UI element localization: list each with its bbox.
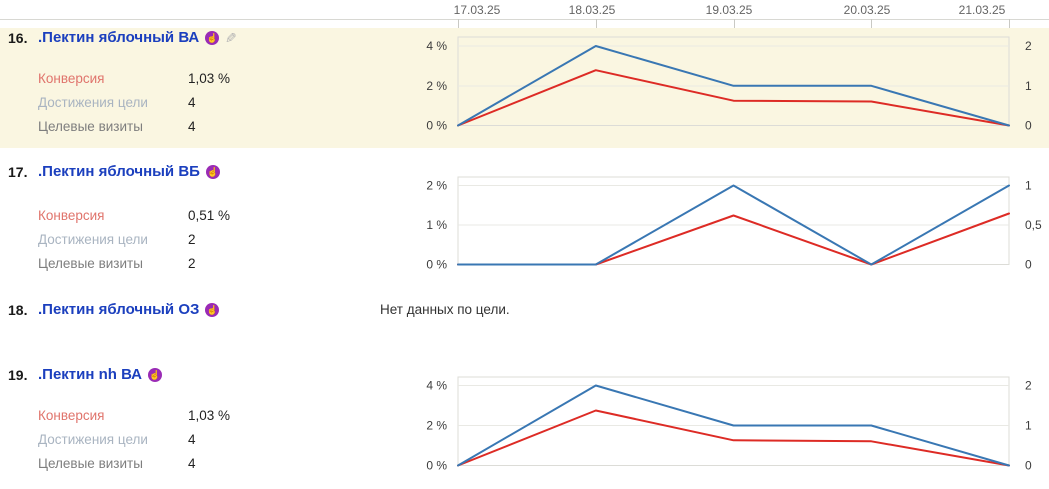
retargeting-badge-icon: ☝ <box>205 164 220 179</box>
goal-row-number: 18. <box>8 301 28 318</box>
goal-trend-chart: 4 % 2 % 0 % 2 1 0 <box>426 376 1032 473</box>
goal-trend-chart: 2 % 1 % 0 % 1 0,5 0 <box>426 176 1042 272</box>
no-goal-data-text: Нет данных по цели. <box>380 302 510 317</box>
goal-metrics: Конверсия 1,03 % Достижения цели 4 Целев… <box>38 66 230 138</box>
goal-visits-value: 4 <box>188 118 196 134</box>
svg-text:0: 0 <box>1025 119 1032 133</box>
axis-tick <box>871 19 873 28</box>
axis-tick <box>458 19 459 28</box>
conversion-value: 0,51 % <box>188 207 231 223</box>
svg-text:4 %: 4 % <box>426 379 447 393</box>
retargeting-badge-icon: ☝ <box>205 302 220 317</box>
goal-reaches-label: Достижения цели <box>38 231 148 247</box>
conversion-label: Конверсия <box>38 207 105 223</box>
date-tick-label: 21.03.25 <box>958 3 1006 17</box>
goal-row: 16. .Пектин яблочный ВА ☝ ✎ Конверсия 1,… <box>0 28 1049 148</box>
goal-reaches-value: 4 <box>188 94 196 110</box>
svg-text:2 %: 2 % <box>426 179 447 193</box>
date-tick-label: 20.03.25 <box>843 3 891 17</box>
svg-text:2 %: 2 % <box>426 79 447 93</box>
svg-text:1: 1 <box>1025 179 1032 193</box>
goal-visits-value: 2 <box>188 255 196 271</box>
svg-text:0 %: 0 % <box>426 119 447 133</box>
svg-text:0: 0 <box>1025 459 1032 473</box>
conversion-value: 1,03 % <box>188 407 231 423</box>
date-tick-label: 19.03.25 <box>705 3 753 17</box>
date-tick-label: 17.03.25 <box>453 3 501 17</box>
svg-text:0: 0 <box>1025 258 1032 272</box>
goal-reaches-label: Достижения цели <box>38 431 148 447</box>
svg-text:4 %: 4 % <box>426 39 447 53</box>
svg-text:2 %: 2 % <box>426 419 447 433</box>
date-tick-label: 18.03.25 <box>568 3 616 17</box>
goal-title-link[interactable]: .Пектин nh ВА <box>38 366 143 383</box>
svg-text:0 %: 0 % <box>426 258 447 272</box>
axis-tick <box>1009 19 1010 28</box>
goal-reaches-label: Достижения цели <box>38 94 148 110</box>
conversion-value: 1,03 % <box>188 70 231 86</box>
goal-row: 18. .Пектин яблочный ОЗ ☝ Нет данных по … <box>0 295 1049 355</box>
goal-metrics: Конверсия 0,51 % Достижения цели 2 Целев… <box>38 203 230 275</box>
goal-visits-label: Целевые визиты <box>38 118 143 134</box>
goal-trend-chart: 4 % 2 % 0 % 2 1 0 <box>426 36 1032 133</box>
goal-visits-value: 4 <box>188 455 196 471</box>
date-axis: 17.03.25 18.03.25 19.03.25 20.03.25 21.03.25 <box>0 0 1049 20</box>
goal-reaches-value: 2 <box>188 231 196 247</box>
svg-text:2: 2 <box>1025 39 1032 53</box>
retargeting-badge-icon: ☝ <box>205 30 220 45</box>
goal-row-number: 17. <box>8 163 28 180</box>
axis-tick <box>733 19 735 28</box>
conversion-label: Конверсия <box>38 70 105 86</box>
svg-text:2: 2 <box>1025 379 1032 393</box>
goal-reaches-value: 4 <box>188 431 196 447</box>
edit-pencil-icon[interactable]: ✎ <box>225 29 237 46</box>
goal-title-link[interactable]: .Пектин яблочный ОЗ <box>38 301 200 318</box>
goal-visits-label: Целевые визиты <box>38 255 143 271</box>
conversion-label: Конверсия <box>38 407 105 423</box>
svg-text:1: 1 <box>1025 79 1032 93</box>
svg-text:0 %: 0 % <box>426 459 447 473</box>
goal-row-number: 19. <box>8 366 28 383</box>
goal-metrics: Конверсия 1,03 % Достижения цели 4 Целев… <box>38 403 230 475</box>
goal-row-number: 16. <box>8 29 28 46</box>
goal-title-link[interactable]: .Пектин яблочный ВА <box>38 29 200 46</box>
axis-tick <box>595 19 597 28</box>
svg-text:1: 1 <box>1025 419 1032 433</box>
svg-text:0,5: 0,5 <box>1025 218 1042 232</box>
retargeting-badge-icon: ☝ <box>148 367 163 382</box>
goal-row: 19. .Пектин nh ВА ☝ Конверсия 1,03 % Дос… <box>0 355 1049 489</box>
goal-visits-label: Целевые визиты <box>38 455 143 471</box>
goal-title-link[interactable]: .Пектин яблочный ВБ <box>38 163 200 180</box>
goal-row: 17. .Пектин яблочный ВБ ☝ Конверсия 0,51… <box>0 148 1049 295</box>
svg-text:1 %: 1 % <box>426 218 447 232</box>
